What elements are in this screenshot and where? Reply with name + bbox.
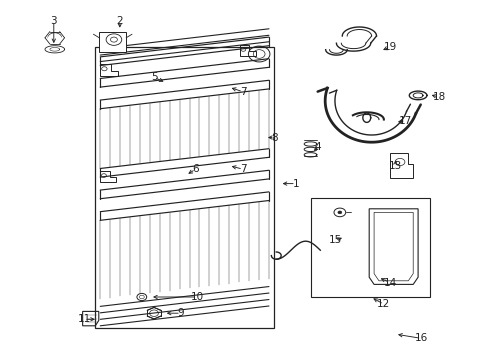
Text: 15: 15	[327, 235, 341, 246]
Text: 9: 9	[177, 308, 184, 318]
Bar	[95, 47, 273, 328]
Text: 19: 19	[383, 42, 396, 52]
Text: 12: 12	[376, 299, 390, 309]
Text: 2: 2	[116, 16, 123, 26]
Text: 5: 5	[150, 72, 157, 82]
Bar	[99, 32, 126, 52]
Text: 13: 13	[387, 161, 401, 171]
Circle shape	[146, 307, 162, 319]
Text: 14: 14	[383, 278, 396, 288]
Text: 6: 6	[192, 164, 199, 174]
Polygon shape	[45, 46, 64, 53]
Text: 7: 7	[239, 87, 246, 97]
Text: 8: 8	[271, 132, 278, 143]
Bar	[310, 198, 429, 297]
Text: 7: 7	[239, 164, 246, 174]
Text: 3: 3	[50, 16, 57, 26]
Text: 10: 10	[190, 292, 203, 302]
Circle shape	[337, 211, 341, 214]
Text: 4: 4	[314, 142, 321, 152]
Text: 11: 11	[77, 314, 91, 324]
Text: 16: 16	[414, 333, 427, 343]
Circle shape	[47, 34, 62, 46]
Text: 17: 17	[398, 116, 412, 126]
Text: 1: 1	[292, 179, 299, 189]
Text: 18: 18	[431, 92, 445, 102]
